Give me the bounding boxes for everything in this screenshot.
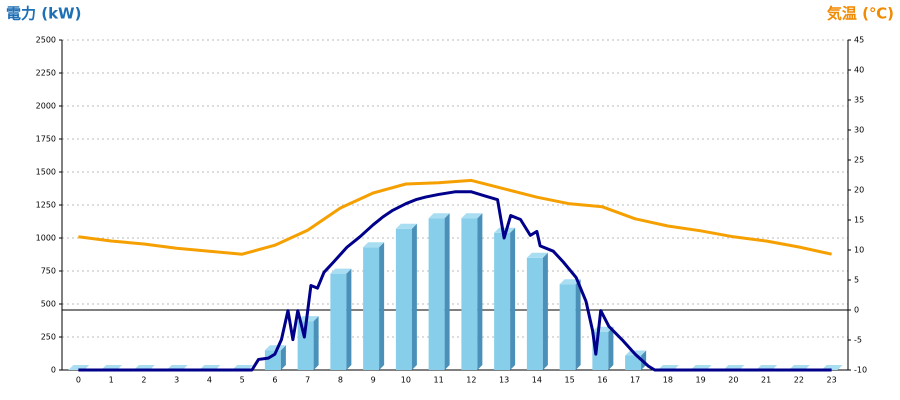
x-tick-label: 17 bbox=[630, 376, 640, 385]
y2-tick-label: 40 bbox=[854, 66, 864, 75]
y-tick-label: 2500 bbox=[36, 36, 56, 45]
y-tick-label: 1750 bbox=[36, 135, 56, 144]
y-tick-label: 750 bbox=[41, 267, 56, 276]
bar-top bbox=[330, 268, 352, 274]
bar bbox=[428, 218, 445, 370]
y-tick-label: 500 bbox=[41, 300, 56, 309]
y2-axis-title: 気温 (℃) bbox=[827, 5, 894, 23]
x-tick-label: 2 bbox=[141, 376, 146, 385]
y2-tick-label: 10 bbox=[854, 246, 864, 255]
x-tick-label: 18 bbox=[663, 376, 673, 385]
line bbox=[78, 178, 832, 256]
bar-side bbox=[313, 316, 319, 370]
x-tick-label: 15 bbox=[565, 376, 575, 385]
y2-tick-label: 5 bbox=[854, 276, 859, 285]
x-tick-label: 5 bbox=[240, 376, 245, 385]
x-tick-label: 21 bbox=[761, 376, 771, 385]
bar bbox=[363, 247, 380, 370]
x-tick-label: 10 bbox=[401, 376, 411, 385]
x-tick-label: 8 bbox=[338, 376, 343, 385]
y-tick-label: 1250 bbox=[36, 201, 56, 210]
y-tick-label: 1500 bbox=[36, 168, 56, 177]
x-tick-label: 6 bbox=[272, 376, 277, 385]
bar bbox=[625, 355, 642, 370]
bar-side bbox=[379, 242, 385, 370]
y2-tick-label: 20 bbox=[854, 186, 864, 195]
bar-side bbox=[510, 227, 516, 370]
bar-top bbox=[494, 227, 516, 233]
bar bbox=[395, 228, 412, 370]
bar-side bbox=[280, 345, 286, 370]
bar bbox=[264, 350, 281, 370]
bar-top bbox=[428, 213, 450, 219]
bar-top bbox=[264, 345, 286, 351]
bar-top bbox=[526, 252, 548, 258]
x-tick-label: 11 bbox=[434, 376, 444, 385]
y2-tick-label: 15 bbox=[854, 216, 864, 225]
y-tick-label: 2000 bbox=[36, 102, 56, 111]
y-axis-title: 電力 (kW) bbox=[6, 5, 81, 23]
bar-top bbox=[461, 213, 483, 219]
bar-side bbox=[346, 268, 352, 370]
y-tick-label: 2250 bbox=[36, 69, 56, 78]
line bbox=[78, 190, 832, 372]
bar bbox=[494, 232, 511, 370]
y2-tick-label: 30 bbox=[854, 126, 864, 135]
x-tick-label: 12 bbox=[466, 376, 476, 385]
bar-side bbox=[608, 326, 614, 370]
bar bbox=[526, 257, 543, 370]
bar-side bbox=[477, 213, 483, 370]
x-tick-label: 7 bbox=[305, 376, 310, 385]
bar-side bbox=[575, 279, 581, 370]
x-tick-label: 1 bbox=[109, 376, 114, 385]
y2-tick-label: -10 bbox=[854, 366, 867, 375]
y-tick-label: 0 bbox=[51, 366, 56, 375]
bar-side bbox=[542, 252, 548, 370]
x-tick-label: 23 bbox=[827, 376, 837, 385]
y2-tick-label: 0 bbox=[854, 306, 859, 315]
x-tick-label: 16 bbox=[597, 376, 607, 385]
y2-tick-label: 35 bbox=[854, 96, 864, 105]
bar bbox=[297, 321, 314, 370]
x-tick-label: 14 bbox=[532, 376, 542, 385]
y2-tick-label: 45 bbox=[854, 36, 864, 45]
bar-top bbox=[395, 223, 417, 229]
x-tick-label: 4 bbox=[207, 376, 212, 385]
x-tick-label: 9 bbox=[371, 376, 376, 385]
x-tick-label: 22 bbox=[794, 376, 804, 385]
bar-top bbox=[559, 279, 581, 285]
x-tick-label: 3 bbox=[174, 376, 179, 385]
bar bbox=[559, 284, 576, 370]
bar bbox=[330, 273, 347, 370]
x-tick-label: 13 bbox=[499, 376, 509, 385]
y2-tick-label: -5 bbox=[854, 336, 862, 345]
y-tick-label: 1000 bbox=[36, 234, 56, 243]
x-tick-label: 20 bbox=[728, 376, 738, 385]
bar-side bbox=[444, 213, 450, 370]
x-tick-label: 0 bbox=[76, 376, 81, 385]
y-tick-label: 250 bbox=[41, 333, 56, 342]
bar bbox=[461, 218, 478, 370]
x-tick-label: 19 bbox=[696, 376, 706, 385]
bar-top bbox=[363, 242, 385, 248]
y2-tick-label: 25 bbox=[854, 156, 864, 165]
bar-side bbox=[411, 223, 417, 370]
